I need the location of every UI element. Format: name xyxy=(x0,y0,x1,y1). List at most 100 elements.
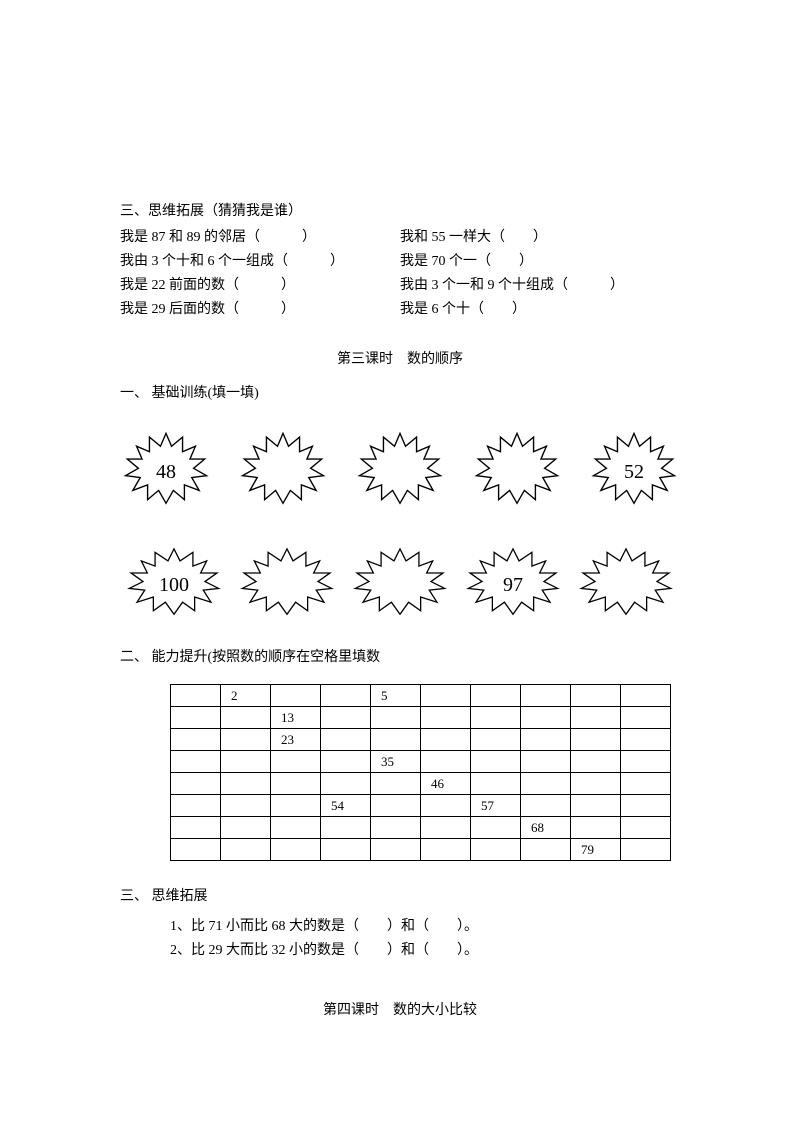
table-cell xyxy=(571,795,621,817)
section3-row: 我是 29 后面的数（ ） 我是 6 个十（ ） xyxy=(120,298,680,318)
star-label: 52 xyxy=(624,461,644,484)
star-row-1: 48 52 xyxy=(120,426,680,518)
table-cell xyxy=(221,707,271,729)
list-item: 2、比 29 大而比 32 小的数是（ ）和（ ）。 xyxy=(170,939,680,959)
section3-right: 我由 3 个一和 9 个十组成（ ） xyxy=(400,274,680,294)
table-cell xyxy=(171,839,221,861)
table-cell: 35 xyxy=(371,751,421,773)
table-cell xyxy=(621,817,671,839)
table-cell xyxy=(321,707,371,729)
table-cell xyxy=(271,773,321,795)
star-shape: 100 xyxy=(120,542,228,628)
list-item: 1、比 71 小而比 68 大的数是（ ）和（ ）。 xyxy=(170,915,680,935)
table-cell xyxy=(321,839,371,861)
table-cell xyxy=(371,773,421,795)
table-row: 68 xyxy=(171,817,671,839)
table-cell xyxy=(171,773,221,795)
table-cell xyxy=(171,707,221,729)
table-cell xyxy=(571,817,621,839)
table-cell: 46 xyxy=(421,773,471,795)
table-cell xyxy=(321,685,371,707)
table-cell xyxy=(171,729,221,751)
star-shape xyxy=(346,542,454,628)
lesson3-part1-title: 一、 基础训练(填一填) xyxy=(120,382,680,402)
table-cell xyxy=(421,751,471,773)
table-cell: 54 xyxy=(321,795,371,817)
table-row: 23 xyxy=(171,729,671,751)
table-cell xyxy=(471,707,521,729)
table-cell: 5 xyxy=(371,685,421,707)
table-cell: 57 xyxy=(471,795,521,817)
table-cell xyxy=(421,839,471,861)
table-cell xyxy=(221,751,271,773)
table-cell xyxy=(471,817,521,839)
section3-row: 我是 87 和 89 的邻居（ ） 我和 55 一样大（ ） xyxy=(120,226,680,246)
table-cell xyxy=(521,729,571,751)
table-cell xyxy=(621,685,671,707)
section3-right: 我是 70 个一（ ） xyxy=(400,250,680,270)
table-cell xyxy=(421,817,471,839)
table-cell xyxy=(521,773,571,795)
table-cell xyxy=(271,839,321,861)
star-shape xyxy=(237,426,329,518)
lesson3-title: 第三课时 数的顺序 xyxy=(120,348,680,368)
table-cell xyxy=(621,707,671,729)
star-shape xyxy=(354,426,446,518)
starburst-icon xyxy=(243,433,324,503)
table-cell xyxy=(421,729,471,751)
table-cell xyxy=(321,817,371,839)
star-shape xyxy=(572,542,680,628)
table-cell xyxy=(271,795,321,817)
table-cell xyxy=(271,817,321,839)
table-cell xyxy=(471,751,521,773)
section3-left: 我是 29 后面的数（ ） xyxy=(120,298,400,318)
starburst-icon xyxy=(360,433,441,503)
table-cell xyxy=(271,751,321,773)
table-cell xyxy=(521,707,571,729)
number-grid-wrap: 251323354654576879 xyxy=(170,684,680,861)
table-cell xyxy=(321,729,371,751)
table-cell xyxy=(371,817,421,839)
star-label: 100 xyxy=(159,574,189,597)
table-cell xyxy=(171,751,221,773)
table-cell: 2 xyxy=(221,685,271,707)
number-grid: 251323354654576879 xyxy=(170,684,671,861)
table-cell xyxy=(371,839,421,861)
section3-row: 我是 22 前面的数（ ） 我由 3 个一和 9 个十组成（ ） xyxy=(120,274,680,294)
table-row: 79 xyxy=(171,839,671,861)
table-cell xyxy=(571,685,621,707)
section3-row: 我由 3 个十和 6 个一组成（ ） 我是 70 个一（ ） xyxy=(120,250,680,270)
star-label: 48 xyxy=(156,461,176,484)
star-row-2: 100 97 xyxy=(120,542,680,628)
table-row: 46 xyxy=(171,773,671,795)
table-cell xyxy=(571,773,621,795)
table-cell: 79 xyxy=(571,839,621,861)
lesson3-part3-list: 1、比 71 小而比 68 大的数是（ ）和（ ）。 2、比 29 大而比 32… xyxy=(170,915,680,959)
table-cell: 13 xyxy=(271,707,321,729)
section3-left: 我是 87 和 89 的邻居（ ） xyxy=(120,226,400,246)
section3-right: 我和 55 一样大（ ） xyxy=(400,226,680,246)
table-cell xyxy=(521,685,571,707)
section3-left: 我由 3 个十和 6 个一组成（ ） xyxy=(120,250,400,270)
starburst-icon xyxy=(477,433,558,503)
table-row: 13 xyxy=(171,707,671,729)
table-row: 35 xyxy=(171,751,671,773)
star-label: 97 xyxy=(503,574,523,597)
table-cell xyxy=(471,729,521,751)
table-cell xyxy=(221,817,271,839)
section3-title: 三、思维拓展（猜猜我是谁） xyxy=(120,200,680,220)
table-cell xyxy=(271,685,321,707)
table-cell xyxy=(571,729,621,751)
table-cell xyxy=(571,751,621,773)
star-shape: 97 xyxy=(459,542,567,628)
table-cell xyxy=(521,839,571,861)
section3-right: 我是 6 个十（ ） xyxy=(400,298,680,318)
table-cell xyxy=(371,729,421,751)
star-shape xyxy=(233,542,341,628)
star-shape: 48 xyxy=(120,426,212,518)
star-shape xyxy=(471,426,563,518)
table-row: 25 xyxy=(171,685,671,707)
table-cell xyxy=(371,795,421,817)
table-cell xyxy=(171,685,221,707)
table-cell xyxy=(371,707,421,729)
